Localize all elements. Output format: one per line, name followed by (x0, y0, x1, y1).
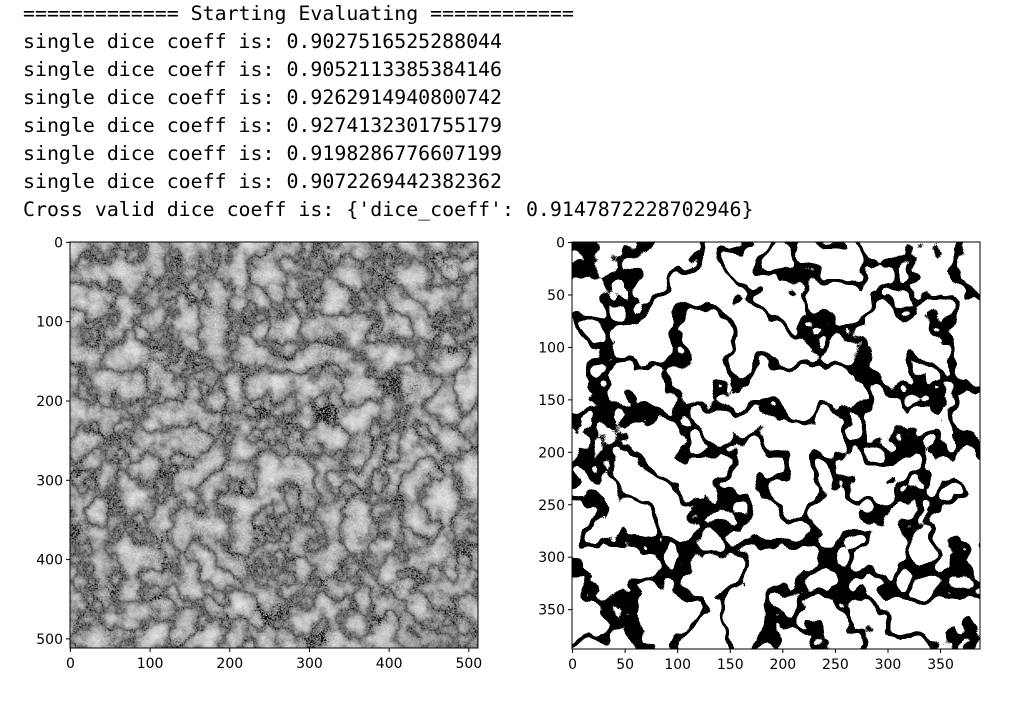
y-tick-label: 0 (556, 236, 565, 252)
x-tick-label: 250 (822, 657, 849, 673)
x-tick-label: 200 (216, 656, 243, 672)
y-tick-label: 100 (538, 340, 565, 356)
x-tick-label: 50 (616, 657, 634, 673)
axes-frame (571, 241, 981, 650)
y-tick-label: 200 (538, 445, 565, 461)
console-line: single dice coeff is: 0.9262914940800742 (23, 86, 502, 109)
console-output: ============= Starting Evaluating ======… (23, 2, 754, 221)
console-line: single dice coeff is: 0.9274132301755179 (23, 114, 502, 137)
console-line: single dice coeff is: 0.9052113385384146 (23, 58, 502, 81)
image (70, 242, 478, 648)
image-axes: 0 50 100 150 200 250 300 350 0 50 100 150 200 250 300 3… (538, 236, 981, 673)
x-tick-label: 200 (769, 657, 796, 673)
console-line: single dice coeff is: 0.9198286776607199 (23, 142, 502, 165)
console-line: ============= Starting Evaluating ======… (23, 2, 574, 25)
x-tick-label: 0 (66, 656, 75, 672)
x-tick-label: 300 (875, 657, 902, 673)
y-tick-label: 150 (538, 393, 565, 409)
y-tick-label: 0 (54, 235, 63, 251)
y-tick-label: 500 (36, 632, 63, 648)
y-tick-label: 200 (36, 394, 63, 410)
y-tick-label: 300 (36, 473, 63, 489)
y-tick-label: 350 (538, 603, 565, 619)
y-tick-label: 50 (547, 288, 565, 304)
image (572, 242, 980, 649)
x-tick-label: 400 (376, 656, 403, 672)
y-tick-label: 250 (538, 498, 565, 514)
x-tick-label: 350 (927, 657, 954, 673)
console-line: single dice coeff is: 0.9027516525288044 (23, 30, 502, 53)
x-tick-label: 0 (568, 657, 577, 673)
x-tick-label: 100 (137, 656, 164, 672)
y-tick-label: 400 (36, 553, 63, 569)
y-tick-label: 100 (36, 315, 63, 331)
x-tick-label: 150 (717, 657, 744, 673)
x-tick-label: 100 (664, 657, 691, 673)
axes-frame (69, 241, 479, 649)
console-line: Cross valid dice coeff is: {'dice_coeff'… (23, 198, 754, 221)
y-tick-label: 300 (538, 550, 565, 566)
console-line: single dice coeff is: 0.9072269442382362 (23, 170, 502, 193)
x-tick-label: 500 (455, 656, 482, 672)
x-tick-label: 300 (296, 656, 323, 672)
